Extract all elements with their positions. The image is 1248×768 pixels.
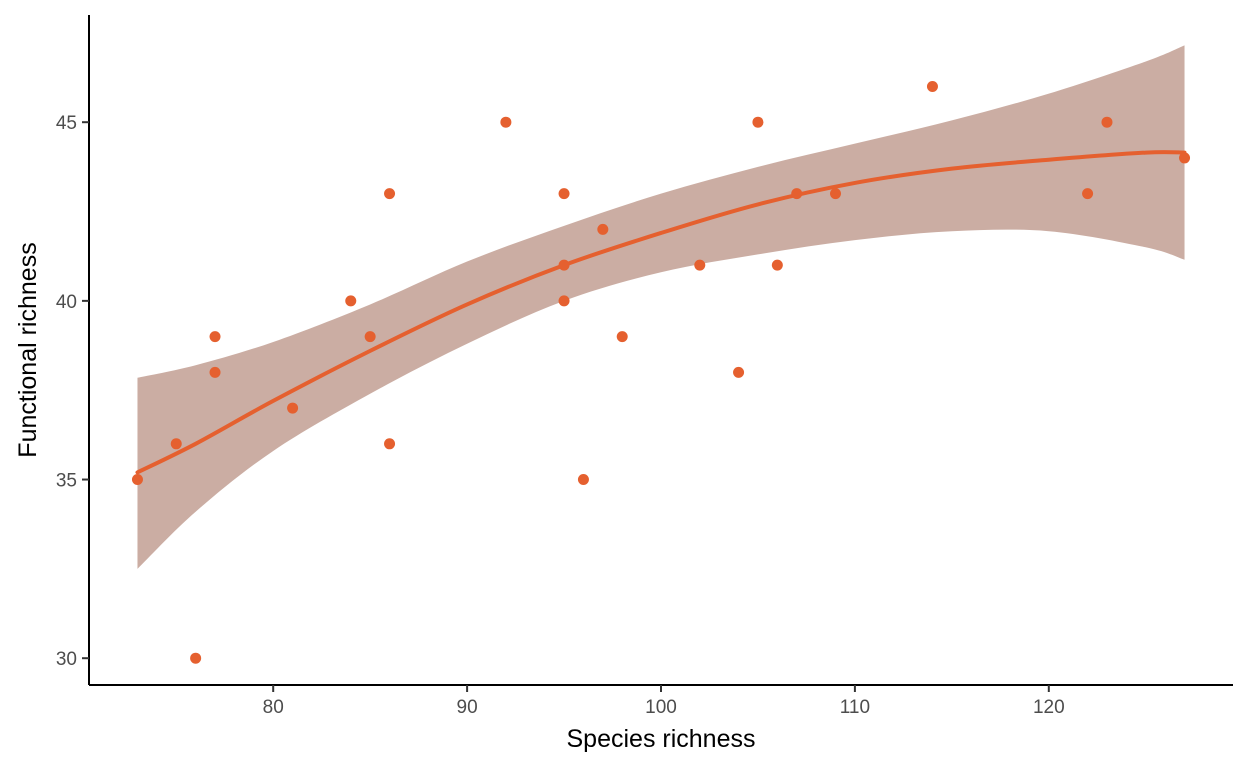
x-axis-ticks: 80 90 100 110 120 bbox=[263, 685, 1065, 718]
data-point bbox=[170, 438, 182, 450]
data-point bbox=[597, 223, 609, 235]
x-tick-label: 110 bbox=[840, 697, 870, 718]
data-point bbox=[830, 188, 842, 200]
fit-line-layer bbox=[135, 150, 1187, 475]
data-point bbox=[577, 474, 589, 486]
data-point bbox=[1179, 152, 1191, 164]
data-point bbox=[287, 402, 299, 414]
data-point bbox=[926, 80, 938, 92]
data-point bbox=[384, 438, 396, 450]
data-point bbox=[364, 331, 376, 343]
y-axis-title: Functional richness bbox=[14, 242, 42, 457]
data-point bbox=[500, 116, 512, 128]
data-point bbox=[209, 331, 221, 343]
data-point bbox=[1082, 188, 1094, 200]
data-point bbox=[558, 259, 570, 271]
x-tick-label: 90 bbox=[457, 697, 478, 718]
fit-line bbox=[135, 150, 1187, 475]
data-point bbox=[131, 474, 143, 486]
data-point bbox=[771, 259, 783, 271]
y-axis-ticks: 30 35 40 45 bbox=[56, 113, 89, 670]
confidence-band-layer bbox=[137, 45, 1185, 569]
x-tick-label: 100 bbox=[645, 697, 677, 718]
confidence-band bbox=[137, 45, 1185, 569]
data-points-layer bbox=[131, 80, 1191, 664]
data-point bbox=[791, 188, 803, 200]
y-tick-label: 30 bbox=[56, 649, 77, 670]
x-tick-label: 80 bbox=[263, 697, 284, 718]
y-tick-label: 40 bbox=[56, 292, 77, 313]
data-point bbox=[694, 259, 706, 271]
x-tick-label: 120 bbox=[1033, 697, 1065, 718]
y-tick-label: 45 bbox=[56, 113, 77, 134]
data-point bbox=[209, 366, 221, 378]
x-axis-title: Species richness bbox=[567, 725, 756, 753]
data-point bbox=[558, 295, 570, 307]
data-point bbox=[190, 652, 202, 664]
data-point bbox=[558, 188, 570, 200]
data-point bbox=[345, 295, 357, 307]
data-point bbox=[1101, 116, 1113, 128]
data-point bbox=[616, 331, 628, 343]
data-point bbox=[752, 116, 764, 128]
y-tick-label: 35 bbox=[56, 471, 77, 492]
data-point bbox=[384, 188, 396, 200]
data-point bbox=[733, 366, 745, 378]
